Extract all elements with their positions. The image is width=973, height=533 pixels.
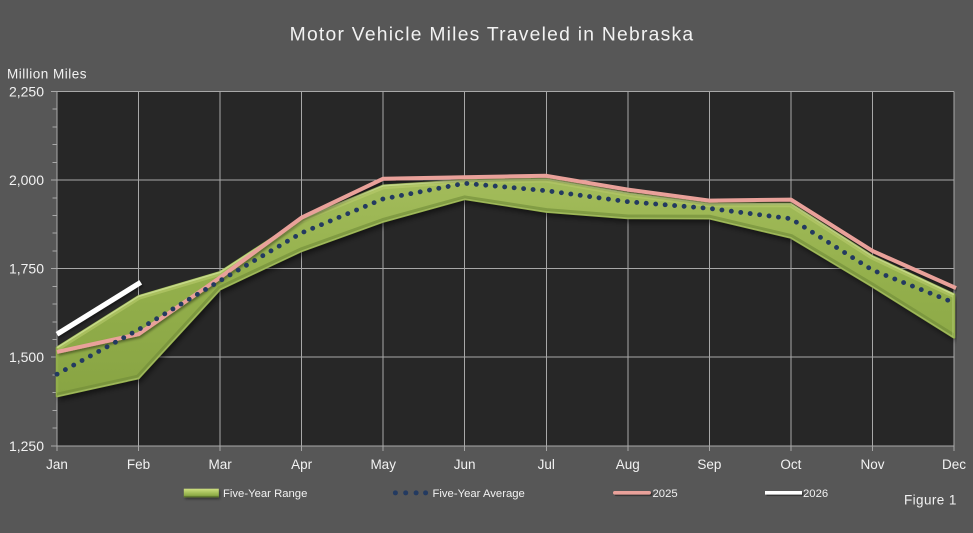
svg-text:Aug: Aug [616, 457, 640, 472]
svg-text:1,500: 1,500 [9, 349, 44, 365]
svg-text:1,250: 1,250 [9, 438, 44, 454]
svg-text:Sep: Sep [697, 457, 721, 472]
svg-text:Jan: Jan [46, 457, 68, 472]
svg-text:Five-Year Range: Five-Year Range [223, 488, 307, 500]
svg-text:Million Miles: Million Miles [7, 67, 87, 82]
svg-text:Jun: Jun [454, 457, 476, 472]
svg-text:Nov: Nov [860, 457, 884, 472]
svg-text:Dec: Dec [942, 457, 966, 472]
svg-text:Apr: Apr [291, 457, 313, 472]
svg-text:Five-Year Average: Five-Year Average [433, 488, 525, 500]
svg-text:Oct: Oct [780, 457, 801, 472]
svg-text:2,000: 2,000 [9, 172, 44, 188]
svg-text:2025: 2025 [653, 488, 678, 500]
svg-text:Jul: Jul [538, 457, 555, 472]
svg-text:Mar: Mar [208, 457, 232, 472]
svg-text:2026: 2026 [803, 488, 828, 500]
svg-text:1,750: 1,750 [9, 261, 44, 277]
svg-text:Motor Vehicle Miles Traveled i: Motor Vehicle Miles Traveled in Nebraska [290, 25, 695, 46]
svg-text:May: May [370, 457, 396, 472]
svg-text:Feb: Feb [127, 457, 150, 472]
svg-text:2,250: 2,250 [9, 84, 44, 100]
svg-text:Figure 1: Figure 1 [904, 493, 957, 508]
